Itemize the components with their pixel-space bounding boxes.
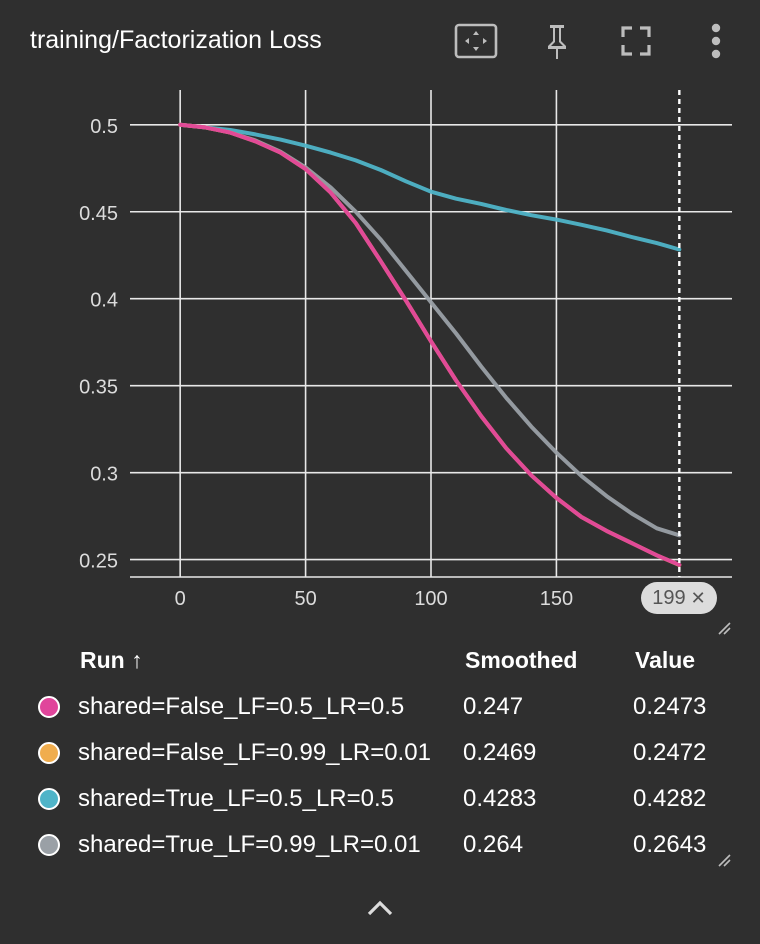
y-tick-label: 0.4 (90, 290, 118, 312)
run-name: shared=False_LF=0.5_LR=0.5 (78, 693, 405, 720)
raw-value: 0.2643 (633, 831, 707, 858)
more-vert-icon (711, 23, 721, 59)
x-tick-label: 50 (294, 588, 316, 610)
fit-domain-icon (454, 23, 498, 59)
fit-domain-button[interactable] (453, 18, 499, 64)
table-row[interactable]: shared=True_LF=0.99_LR=0.01 0.264 0.2643 (0, 823, 760, 869)
table-row[interactable]: shared=True_LF=0.5_LR=0.5 0.4283 0.4282 (0, 777, 760, 823)
column-header-smoothed[interactable]: Smoothed (465, 647, 578, 673)
raw-value: 0.4282 (633, 785, 707, 812)
chevron-up-icon[interactable] (365, 896, 395, 920)
table-row[interactable]: shared=False_LF=0.99_LR=0.01 0.2469 0.24… (0, 731, 760, 777)
pin-button[interactable] (534, 18, 580, 64)
x-tick-label: 0 (175, 588, 186, 610)
run-color-dot[interactable] (38, 788, 60, 810)
run-name: shared=True_LF=0.99_LR=0.01 (78, 831, 421, 858)
y-tick-label: 0.3 (90, 464, 118, 486)
raw-value: 0.2473 (633, 693, 707, 720)
x-tick-label: 150 (540, 588, 573, 610)
more-options-button[interactable] (693, 18, 739, 64)
fullscreen-icon (621, 26, 651, 56)
raw-value: 0.2472 (633, 739, 707, 766)
step-cursor-label: 199 (652, 586, 686, 609)
y-tick-label: 0.45 (79, 203, 118, 225)
run-color-dot[interactable] (38, 834, 60, 856)
column-header-run[interactable]: Run ↑ (80, 647, 143, 673)
pin-icon (548, 25, 566, 59)
run-color-dot[interactable] (38, 696, 60, 718)
smoothed-value: 0.4283 (463, 785, 537, 812)
run-color-dot[interactable] (38, 742, 60, 764)
fullscreen-button[interactable] (613, 18, 659, 64)
column-header-value[interactable]: Value (635, 647, 696, 673)
resize-handle-icon[interactable] (717, 853, 731, 867)
close-icon[interactable]: ✕ (690, 587, 706, 608)
step-cursor-pill[interactable]: 199 ✕ (641, 582, 717, 614)
series-line (178, 122, 682, 567)
smoothed-value: 0.264 (463, 831, 524, 858)
smoothed-value: 0.2469 (463, 739, 537, 766)
resize-handle-icon[interactable] (717, 621, 731, 635)
y-tick-label: 0.5 (90, 116, 118, 138)
series-line (178, 122, 682, 538)
x-tick-label: 100 (414, 588, 447, 610)
y-tick-label: 0.25 (79, 551, 118, 573)
series-line (178, 122, 682, 252)
smoothed-value: 0.247 (463, 693, 524, 720)
run-name: shared=True_LF=0.5_LR=0.5 (78, 785, 394, 812)
y-tick-label: 0.35 (79, 377, 118, 399)
table-row[interactable]: shared=False_LF=0.5_LR=0.5 0.247 0.2473 (0, 685, 760, 731)
run-name: shared=False_LF=0.99_LR=0.01 (78, 739, 431, 766)
line-chart[interactable]: 0.5 0.45 0.4 0.35 0.3 0.25 0 50 100 150 (0, 0, 760, 640)
card-title: training/Factorization Loss (30, 26, 322, 54)
